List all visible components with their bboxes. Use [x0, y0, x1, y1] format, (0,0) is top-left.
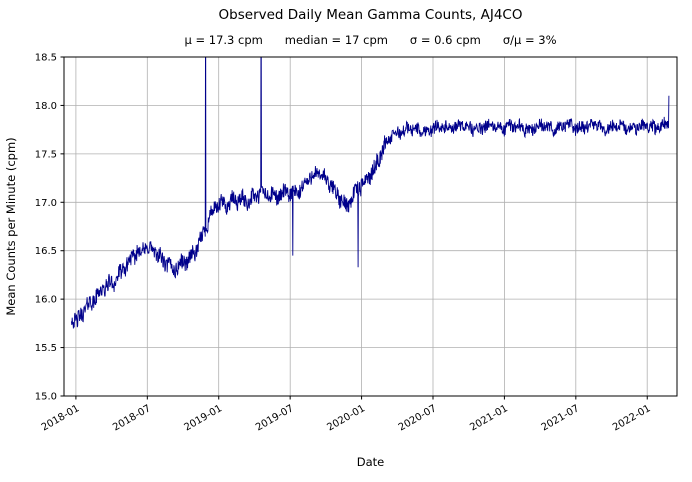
svg-text:15.0: 15.0 [35, 392, 57, 403]
svg-text:2019-01: 2019-01 [183, 403, 225, 433]
svg-text:2022-01: 2022-01 [611, 403, 653, 433]
y-axis-label: Mean Counts per Minute (cpm) [4, 137, 18, 315]
grid-lines [64, 56, 677, 397]
plot-border [63, 56, 678, 397]
svg-text:2019-07: 2019-07 [254, 403, 296, 433]
svg-text:2018-07: 2018-07 [111, 403, 153, 433]
chart-subtitle: μ = 17.3 cpm median = 17 cpm σ = 0.6 cpm… [184, 33, 557, 47]
svg-text:2018-01: 2018-01 [40, 403, 82, 433]
svg-text:2021-07: 2021-07 [540, 403, 582, 433]
svg-text:16.5: 16.5 [35, 246, 57, 257]
x-axis-label: Date [357, 455, 385, 469]
x-axis: 2018-01 2018-07 2019-01 2019-07 2020-01 2020-… [40, 396, 653, 433]
svg-text:18.0: 18.0 [35, 101, 57, 112]
svg-text:17.0: 17.0 [35, 198, 57, 209]
svg-text:2020-01: 2020-01 [325, 403, 367, 433]
svg-text:2021-01: 2021-01 [468, 403, 510, 433]
svg-text:18.5: 18.5 [35, 53, 57, 64]
svg-text:17.5: 17.5 [35, 149, 57, 160]
svg-text:2020-07: 2020-07 [397, 403, 439, 433]
svg-text:15.5: 15.5 [35, 343, 57, 354]
data-series-line [70, 57, 670, 329]
y-axis: 15.0 15.5 16.0 16.5 17.0 17.5 18.0 18.5 [35, 53, 64, 403]
chart-title: Observed Daily Mean Gamma Counts, AJ4CO [218, 7, 523, 23]
svg-text:16.0: 16.0 [35, 295, 57, 306]
